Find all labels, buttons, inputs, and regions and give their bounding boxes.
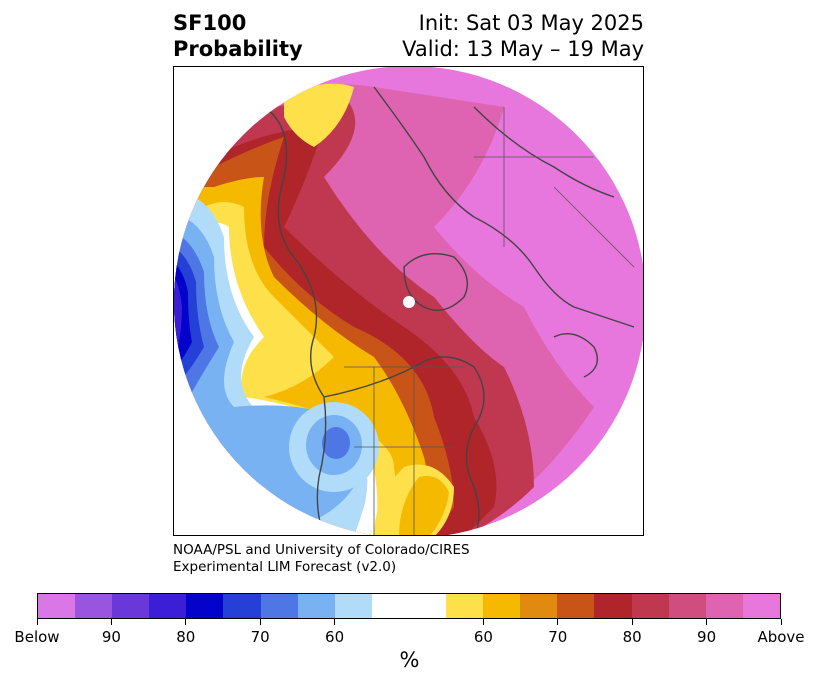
credit-text: NOAA/PSL and University of Colorado/CIRE…: [173, 542, 470, 576]
colorbar-swatch: [408, 594, 447, 618]
forecast-dates: Init: Sat 03 May 2025 Valid: 13 May – 19…: [402, 10, 644, 62]
valid-range: Valid: 13 May – 19 May: [402, 37, 644, 61]
colorbar-tick-label: 60: [473, 628, 493, 646]
polar-map: [173, 66, 644, 536]
title-variable: SF100: [173, 11, 247, 35]
colorbar-tick: [334, 619, 336, 625]
colorbar-tick: [36, 619, 38, 625]
colorbar-swatch: [297, 594, 335, 618]
colorbar-swatch: [186, 594, 224, 618]
map-title: SF100 Probability: [173, 10, 303, 62]
colorbar-swatch: [483, 594, 521, 618]
colorbar-swatch: [594, 594, 632, 618]
colorbar-swatch: [149, 594, 187, 618]
colorbar-tick: [482, 619, 484, 625]
colorbar-tick-label: Below: [14, 628, 60, 646]
colorbar-tick: [780, 619, 782, 625]
colorbar-swatch: [334, 594, 372, 618]
region-west-below-60: [322, 427, 350, 459]
colorbar-swatch: [260, 594, 298, 618]
region-pacific-above-40: [284, 83, 354, 147]
borders: [344, 107, 635, 535]
region-east-above-50: [399, 476, 449, 535]
colorbar-tick-label: 90: [697, 628, 717, 646]
colorbar-tick-label: 70: [548, 628, 568, 646]
credit-line-1: NOAA/PSL and University of Colorado/CIRE…: [173, 542, 470, 558]
colorbar: [37, 593, 781, 619]
colorbar-tick-label: 80: [176, 628, 196, 646]
colorbar-tick: [259, 619, 261, 625]
colorbar-ticks: Below 90 80 70 60 60 70 80 90 Above: [14, 619, 805, 649]
colorbar-swatch: [446, 594, 484, 618]
colorbar-unit: %: [399, 648, 420, 672]
colorbar-swatch: [668, 594, 706, 618]
colorbar-tick: [110, 619, 112, 625]
init-date: Init: Sat 03 May 2025: [418, 11, 644, 35]
colorbar-swatch: [742, 594, 780, 618]
colorbar-swatch: [75, 594, 113, 618]
colorbar-swatch: [371, 594, 409, 618]
colorbar-swatch: [631, 594, 669, 618]
colorbar-swatch: [38, 594, 76, 618]
coastlines: [263, 86, 635, 535]
colorbar-tick: [185, 619, 187, 625]
colorbar-tick-label: 90: [101, 628, 121, 646]
colorbar-swatch: [520, 594, 558, 618]
north-pole-marker: [403, 296, 415, 308]
colorbar-swatch: [223, 594, 261, 618]
colorbar-tick-label: Above: [757, 628, 805, 646]
colorbar-tick: [557, 619, 559, 625]
colorbar-swatch: [557, 594, 595, 618]
colorbar-tick-label: 60: [325, 628, 345, 646]
credit-line-2: Experimental LIM Forecast (v2.0): [173, 559, 397, 575]
colorbar-tick-label: 70: [250, 628, 270, 646]
colorbar-swatch: [705, 594, 743, 618]
colorbar-tick: [631, 619, 633, 625]
title-quantity: Probability: [173, 37, 303, 61]
colorbar-swatch: [112, 594, 150, 618]
colorbar-tick-label: 80: [622, 628, 642, 646]
colorbar-tick: [706, 619, 708, 625]
probability-field: [174, 67, 643, 535]
